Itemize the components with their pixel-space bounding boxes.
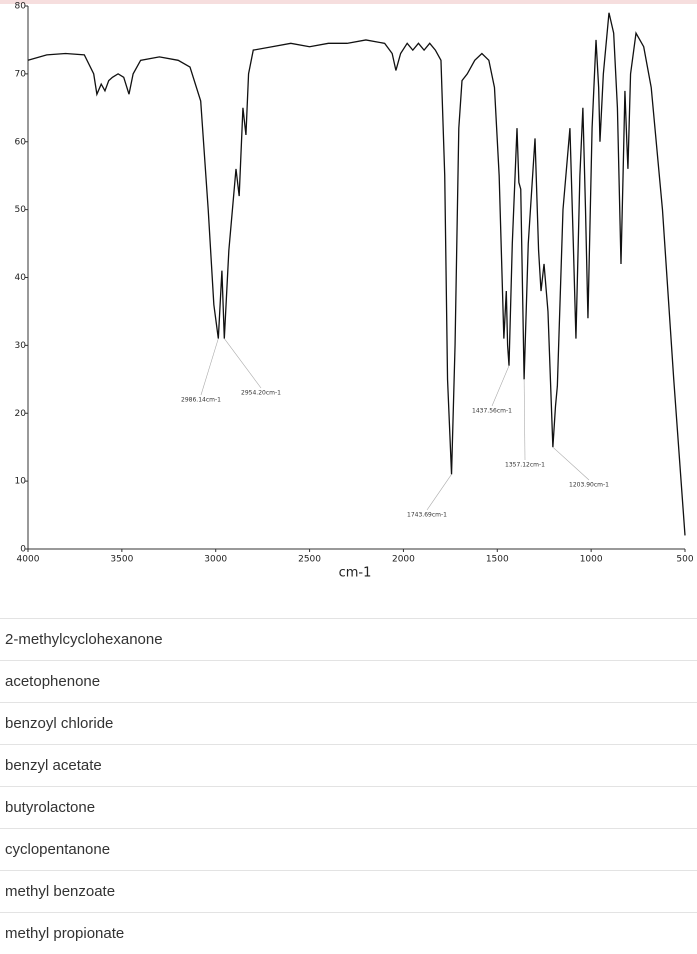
- annotation-label: 2954.20cm-1: [241, 390, 281, 397]
- annotation-label: 2986.14cm-1: [181, 397, 221, 404]
- option-list: 2-methylcyclohexanone acetophenone benzoyl…: [0, 618, 697, 954]
- answer-option[interactable]: cyclopentanone: [0, 828, 697, 870]
- y-tick-label: 30: [15, 341, 27, 351]
- annotation-leader: [523, 379, 526, 461]
- answer-option[interactable]: methyl benzoate: [0, 870, 697, 912]
- annotation-label: 1357.12cm-1: [505, 462, 545, 469]
- x-tick-label: 4000: [17, 555, 40, 565]
- annotation-leader: [200, 338, 219, 396]
- top-bar: [0, 0, 697, 4]
- annotation-label: 1437.56cm-1: [472, 408, 512, 415]
- x-tick-label: 1500: [486, 555, 509, 565]
- x-axis-label: cm-1: [339, 566, 372, 581]
- answer-option[interactable]: benzyl acetate: [0, 744, 697, 786]
- x-tick-label: 3000: [204, 555, 227, 565]
- annotation-leader: [426, 474, 452, 511]
- annotation-leader: [224, 338, 262, 389]
- annotation-leader: [491, 365, 510, 407]
- spectrum-line: [27, 12, 686, 536]
- y-tick-label: 10: [15, 477, 27, 487]
- x-tick-label: 500: [676, 555, 693, 565]
- y-tick-label: 20: [15, 409, 27, 419]
- answer-option[interactable]: 2-methylcyclohexanone: [0, 618, 697, 660]
- y-tick-label: 70: [15, 69, 27, 79]
- answer-option[interactable]: butyrolactone: [0, 786, 697, 828]
- y-tick-label: 40: [15, 273, 27, 283]
- y-tick-label: 0: [20, 545, 26, 555]
- y-tick-label: 80: [15, 2, 27, 12]
- answer-option[interactable]: methyl propionate: [0, 912, 697, 954]
- y-tick-label: 50: [15, 205, 27, 215]
- x-tick-label: 2500: [298, 555, 321, 565]
- answer-option[interactable]: acetophenone: [0, 660, 697, 702]
- annotation-label: 1203.90cm-1: [569, 482, 609, 489]
- y-tick-label: 60: [15, 137, 27, 147]
- spectrum-chart: cm-1 0 10 20 30 40 50 60 70 80 4000 3500 3000 2500 20…: [15, 2, 694, 581]
- annotation-label: 1743.69cm-1: [407, 512, 447, 519]
- x-tick-label: 2000: [392, 555, 415, 565]
- x-tick-label: 3500: [110, 555, 133, 565]
- x-tick-label: 1000: [580, 555, 603, 565]
- answer-option[interactable]: benzoyl chloride: [0, 702, 697, 744]
- annotation-leader: [552, 446, 590, 481]
